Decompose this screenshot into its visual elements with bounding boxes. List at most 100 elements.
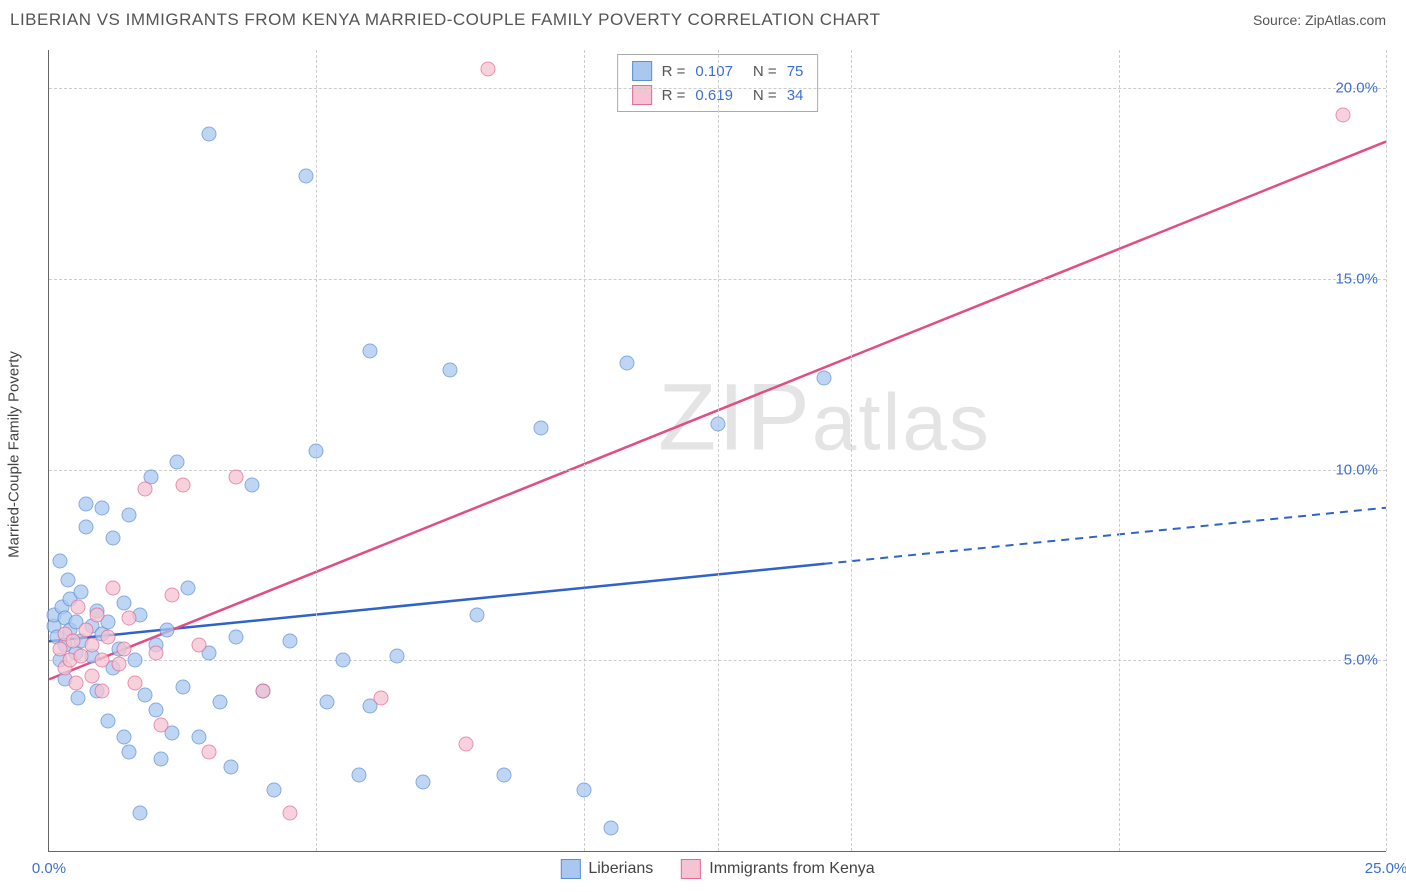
scatter-point-kenya (282, 805, 297, 820)
scatter-point-liberians (202, 126, 217, 141)
y-tick-label: 10.0% (1335, 461, 1378, 478)
scatter-point-liberians (60, 573, 75, 588)
chart-title: LIBERIAN VS IMMIGRANTS FROM KENYA MARRIE… (10, 10, 881, 30)
scatter-point-liberians (229, 630, 244, 645)
scatter-point-kenya (1336, 107, 1351, 122)
scatter-point-liberians (170, 454, 185, 469)
scatter-point-liberians (132, 805, 147, 820)
scatter-point-liberians (116, 596, 131, 611)
scatter-point-liberians (181, 580, 196, 595)
legend-item-kenya: Immigrants from Kenya (681, 859, 874, 879)
scatter-point-liberians (309, 443, 324, 458)
scatter-point-liberians (619, 355, 634, 370)
scatter-point-kenya (202, 744, 217, 759)
scatter-point-kenya (68, 676, 83, 691)
scatter-point-liberians (148, 702, 163, 717)
scatter-point-kenya (175, 477, 190, 492)
legend-item-liberians: Liberians (560, 859, 653, 879)
scatter-point-kenya (373, 691, 388, 706)
scatter-point-kenya (165, 588, 180, 603)
scatter-point-kenya (74, 649, 89, 664)
r-value-liberians: 0.107 (695, 63, 733, 80)
n-value-liberians: 75 (787, 63, 804, 80)
x-tick-label: 0.0% (32, 860, 66, 877)
scatter-point-liberians (603, 821, 618, 836)
scatter-point-liberians (175, 679, 190, 694)
scatter-point-liberians (469, 607, 484, 622)
legend-label-liberians: Liberians (588, 860, 653, 878)
scatter-point-liberians (71, 691, 86, 706)
scatter-point-kenya (138, 481, 153, 496)
scatter-point-liberians (534, 420, 549, 435)
source-prefix: Source: (1253, 12, 1305, 28)
scatter-point-kenya (84, 668, 99, 683)
scatter-point-liberians (416, 775, 431, 790)
scatter-point-kenya (106, 580, 121, 595)
watermark-part2: atlas (812, 378, 991, 467)
scatter-point-liberians (443, 363, 458, 378)
scatter-point-liberians (352, 767, 367, 782)
swatch-liberians (632, 61, 652, 81)
scatter-point-liberians (389, 649, 404, 664)
y-tick-label: 15.0% (1335, 270, 1378, 287)
scatter-point-liberians (191, 729, 206, 744)
scatter-point-kenya (71, 599, 86, 614)
scatter-point-liberians (320, 695, 335, 710)
scatter-point-liberians (74, 584, 89, 599)
scatter-point-liberians (213, 695, 228, 710)
scatter-point-kenya (116, 641, 131, 656)
gridline-vertical (1386, 50, 1387, 851)
scatter-point-liberians (106, 531, 121, 546)
scatter-point-liberians (122, 744, 137, 759)
scatter-point-liberians (127, 653, 142, 668)
scatter-point-liberians (266, 782, 281, 797)
watermark-part1: ZIP (658, 365, 812, 471)
scatter-point-liberians (79, 496, 94, 511)
scatter-point-kenya (95, 683, 110, 698)
y-tick-label: 5.0% (1344, 652, 1378, 669)
scatter-point-liberians (336, 653, 351, 668)
scatter-point-kenya (95, 653, 110, 668)
scatter-point-liberians (52, 554, 67, 569)
scatter-point-liberians (817, 371, 832, 386)
scatter-point-kenya (79, 622, 94, 637)
scatter-point-kenya (255, 683, 270, 698)
scatter-point-liberians (138, 687, 153, 702)
scatter-point-liberians (100, 714, 115, 729)
scatter-point-kenya (66, 634, 81, 649)
scatter-point-liberians (282, 634, 297, 649)
scatter-point-liberians (245, 477, 260, 492)
scatter-point-liberians (159, 622, 174, 637)
scatter-chart: ZIPatlas R = 0.107 N = 75 R = 0.619 N = … (48, 50, 1386, 852)
scatter-point-kenya (154, 718, 169, 733)
y-tick-label: 20.0% (1335, 80, 1378, 97)
scatter-point-liberians (362, 344, 377, 359)
scatter-point-kenya (229, 470, 244, 485)
x-tick-label: 25.0% (1365, 860, 1406, 877)
scatter-point-kenya (111, 657, 126, 672)
scatter-point-liberians (223, 760, 238, 775)
scatter-point-kenya (148, 645, 163, 660)
scatter-point-liberians (710, 416, 725, 431)
y-axis-title: Married-Couple Family Poverty (6, 351, 23, 558)
scatter-point-liberians (122, 508, 137, 523)
scatter-point-liberians (116, 729, 131, 744)
scatter-point-liberians (95, 500, 110, 515)
legend-label-kenya: Immigrants from Kenya (709, 860, 874, 878)
bottom-legend: Liberians Immigrants from Kenya (560, 859, 874, 879)
scatter-point-kenya (84, 638, 99, 653)
scatter-point-kenya (191, 638, 206, 653)
scatter-point-liberians (576, 782, 591, 797)
trendline-liberians-dashed (824, 508, 1386, 564)
scatter-point-liberians (496, 767, 511, 782)
scatter-point-liberians (154, 752, 169, 767)
scatter-point-kenya (480, 62, 495, 77)
gridline-vertical (1119, 50, 1120, 851)
scatter-point-liberians (79, 519, 94, 534)
scatter-point-kenya (90, 607, 105, 622)
scatter-point-kenya (459, 737, 474, 752)
scatter-point-kenya (100, 630, 115, 645)
scatter-point-kenya (127, 676, 142, 691)
gridline-vertical (718, 50, 719, 851)
r-label: R = (662, 63, 686, 80)
